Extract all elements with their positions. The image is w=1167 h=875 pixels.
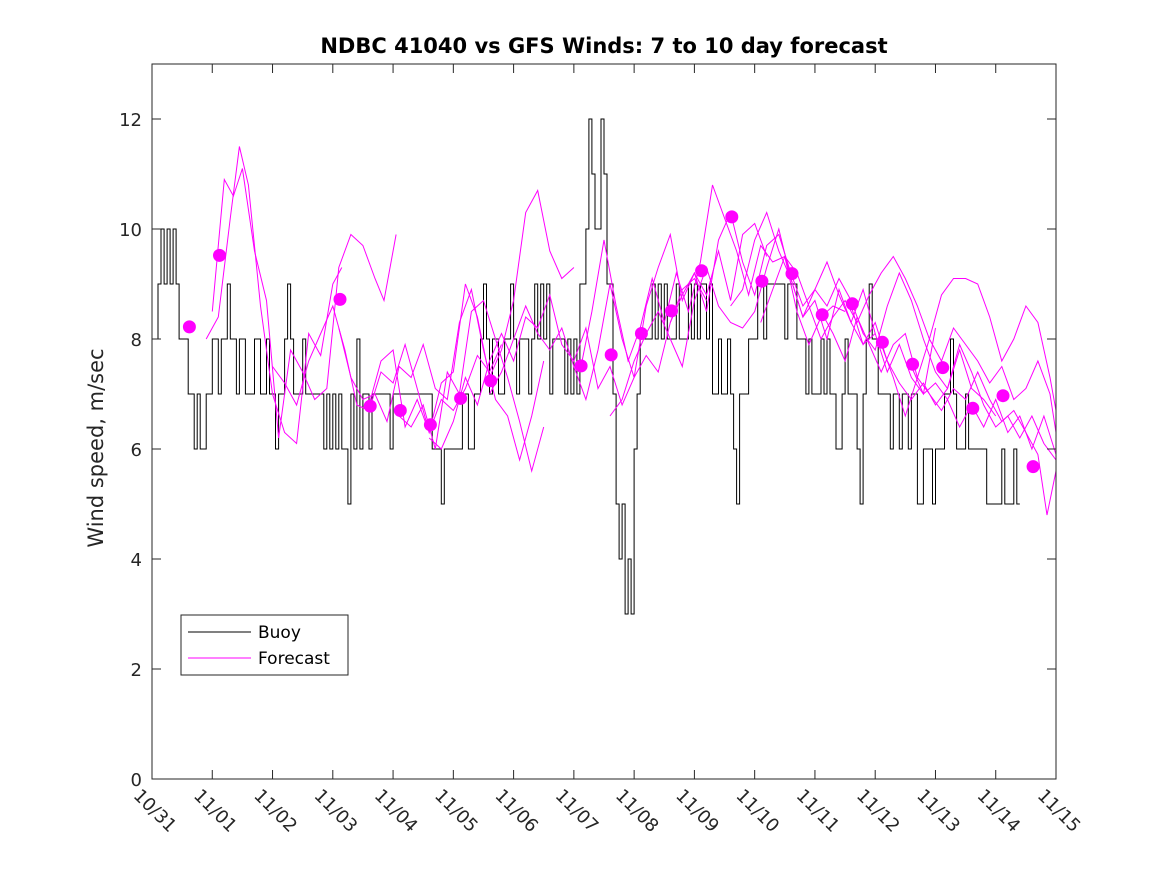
forecast-marker [755, 274, 769, 288]
forecast-line-2 [211, 168, 397, 439]
forecast-line-6 [398, 299, 545, 473]
forecast-marker [695, 264, 709, 278]
forecast-marker [333, 292, 347, 306]
forecast-line-11 [669, 210, 936, 396]
forecast-marker [182, 320, 196, 334]
forecast-marker [1026, 460, 1040, 474]
forecast-marker [785, 267, 799, 281]
legend-forecast-label: Forecast [258, 649, 330, 669]
forecast-marker [815, 308, 829, 322]
legend-buoy-label: Buoy [258, 623, 301, 643]
y-tick-label: 0 [131, 770, 142, 791]
forecast-marker [454, 391, 468, 405]
y-tick-label: 8 [131, 330, 142, 351]
axes-box [151, 63, 1057, 780]
forecast-line-13 [760, 255, 1056, 433]
y-axis-label: Wind speed, m/sec [84, 348, 108, 547]
forecast-line-16 [880, 344, 1056, 516]
forecast-marker [996, 389, 1010, 403]
y-tick-label: 2 [131, 660, 142, 681]
forecast-marker [936, 361, 950, 375]
forecast-line-8 [489, 222, 768, 402]
forecast-marker [423, 418, 437, 432]
legend: Buoy Forecast [180, 614, 349, 676]
y-tick-label: 6 [131, 440, 142, 461]
chart-title: NDBC 41040 vs GFS Winds: 7 to 10 day for… [320, 34, 887, 58]
forecast-line-10 [609, 227, 876, 417]
y-tick-label: 4 [131, 550, 142, 571]
buoy-line [155, 118, 1020, 615]
forecast-marker [875, 335, 889, 349]
forecast-line-17 [910, 366, 1056, 455]
forecast-marker [484, 374, 498, 388]
forecast-marker [966, 401, 980, 415]
forecast-line-9 [579, 184, 846, 373]
forecast-marker [634, 327, 648, 340]
y-tick-label: 10 [119, 220, 142, 241]
forecast-line-3 [272, 304, 502, 435]
forecast-line-1 [205, 146, 343, 445]
forecast-marker [604, 348, 618, 362]
forecast-marker [213, 248, 226, 262]
forecast-marker [845, 297, 859, 311]
forecast-line-7 [428, 277, 707, 450]
forecast-line-14 [820, 278, 1056, 411]
y-tick-label: 12 [119, 110, 142, 131]
series-group [155, 118, 1056, 615]
forecast-marker [393, 404, 407, 417]
forecast-marker [725, 210, 739, 224]
forecast-marker [574, 359, 588, 373]
forecast-marker [363, 399, 377, 413]
legend-box [180, 614, 349, 676]
forecast-line-4 [338, 287, 545, 462]
forecast-marker [906, 357, 920, 371]
forecast-marker [665, 304, 678, 318]
